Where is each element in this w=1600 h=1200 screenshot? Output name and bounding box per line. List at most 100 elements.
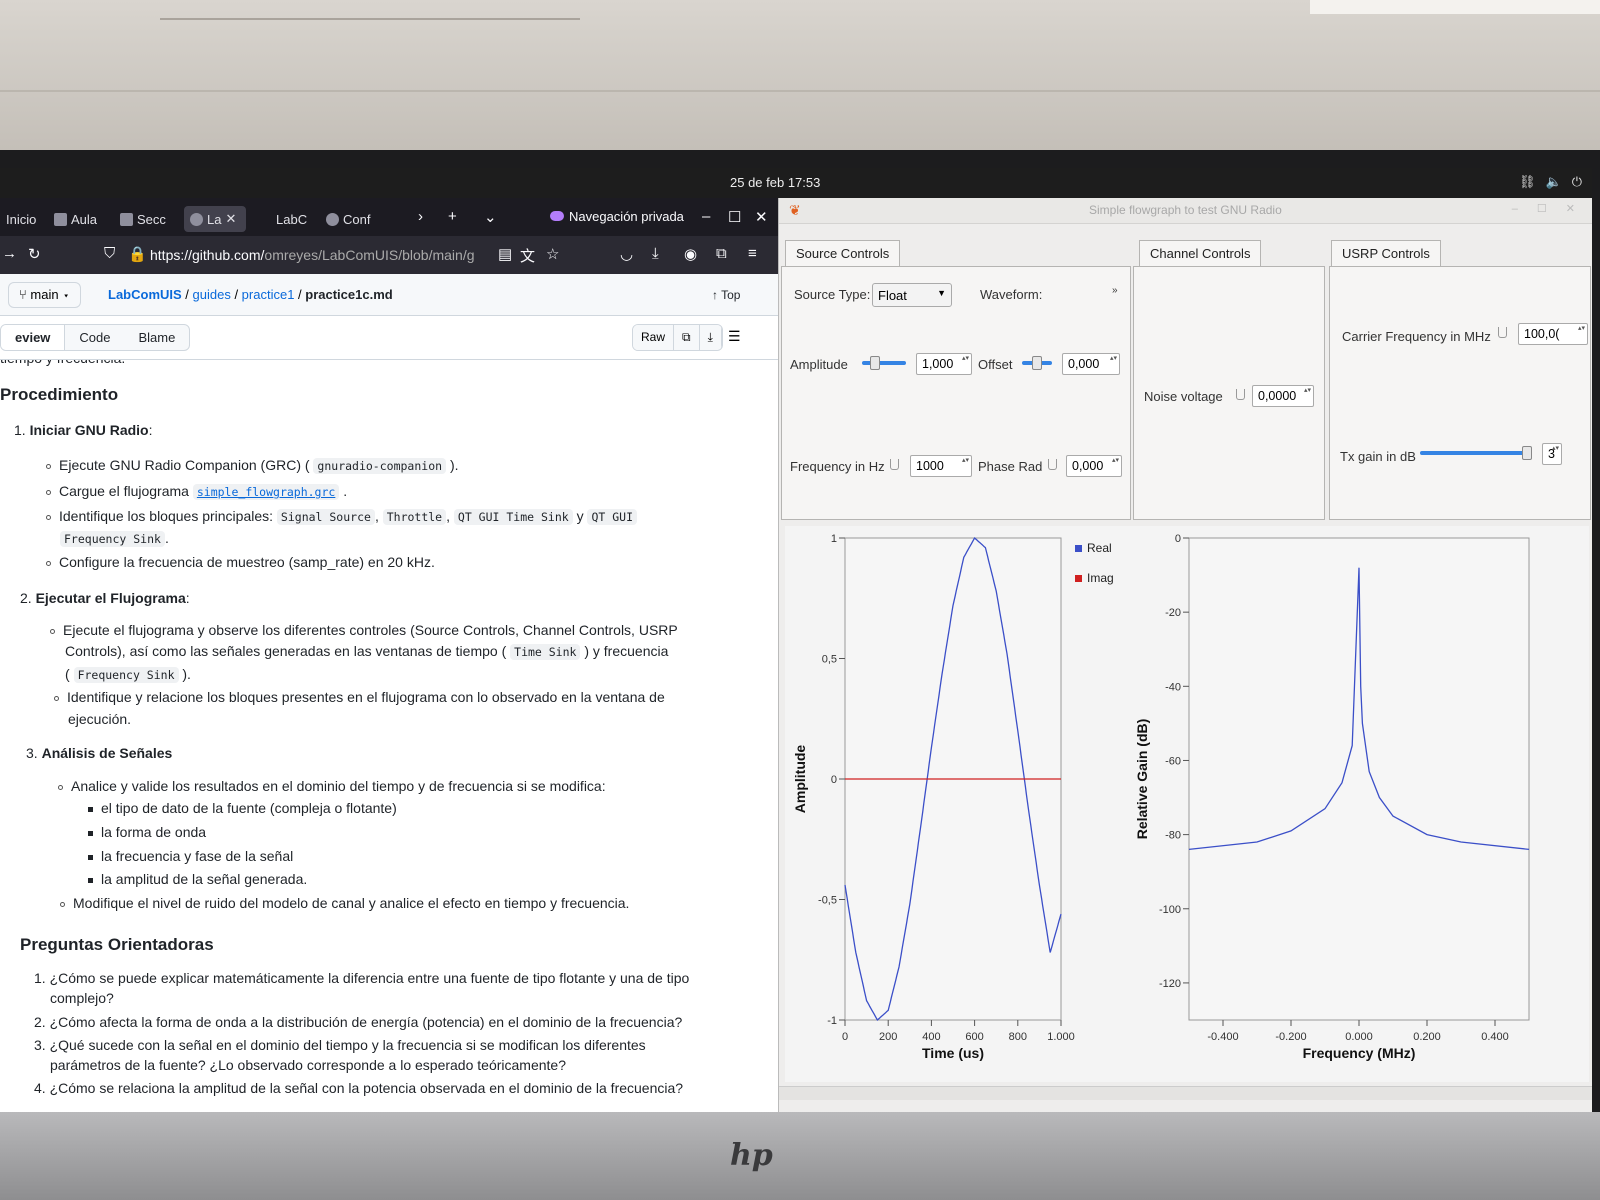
carrier-slider-handle[interactable]	[1498, 327, 1507, 338]
copy-icon[interactable]: ⧉	[674, 325, 700, 350]
branch-selector[interactable]: ⑂ main ▾	[8, 282, 82, 308]
x-axis-label: Time (us)	[922, 1045, 984, 1061]
x-axis-label: Frequency (MHz)	[1303, 1045, 1416, 1061]
tab-channel-controls[interactable]: Channel Controls	[1139, 240, 1262, 266]
gnome-top-bar: 25 de feb 17:53 ⛓ 🔈 ⏻	[0, 168, 1592, 198]
inline-code: Frequency Sink	[73, 667, 179, 683]
tab-secc[interactable]: Secc	[114, 206, 172, 232]
tab-usrp-controls[interactable]: USRP Controls	[1331, 240, 1441, 266]
download-icon[interactable]: ⤓	[699, 325, 722, 350]
tab-label: Conf	[343, 211, 371, 227]
menu-icon[interactable]: ≡	[748, 245, 757, 262]
network-icon[interactable]: ⛓	[1519, 174, 1536, 189]
tx-gain-slider[interactable]	[1420, 446, 1532, 460]
new-tab-icon[interactable]: +	[448, 208, 457, 225]
item-text: el tipo de dato de la fuente (compleja o…	[101, 800, 397, 816]
tab-preview[interactable]: eview	[1, 325, 66, 350]
url-field[interactable]: https://github.com/omreyes/LabComUIS/blo…	[150, 247, 490, 263]
navigation-bar: → ↻ ⛉ 🔒 https://github.com/omreyes/LabCo…	[0, 236, 778, 274]
horizontal-scrollbar[interactable]	[779, 1086, 1592, 1100]
breadcrumb-guides[interactable]: guides	[192, 287, 231, 302]
time-sink-plot[interactable]: 1 0,5 0 -0,5 -1 0 200 400 600 800 1.000 Time (us) Am…	[785, 526, 1131, 1082]
scroll-tabs-icon[interactable]: ›	[418, 208, 423, 225]
item-text: la frecuencia y fase de la señal	[101, 848, 294, 864]
tab-labc[interactable]: LabC	[270, 206, 313, 232]
tab-aula[interactable]: Aula	[48, 206, 103, 232]
breadcrumb-repo[interactable]: LabComUIS	[108, 287, 182, 302]
source-type-label: Source Type:	[794, 287, 871, 302]
outline-icon[interactable]: ☰	[728, 328, 741, 344]
phase-label: Phase Rad	[978, 459, 1043, 474]
system-tray[interactable]: ⛓ 🔈 ⏻	[1519, 174, 1582, 190]
pocket-icon[interactable]: ◡	[620, 246, 634, 263]
maximize-icon[interactable]: ☐	[728, 209, 742, 226]
y-tick-label: 0	[1175, 533, 1181, 545]
noise-voltage-spinbox[interactable]: 0,0000	[1252, 385, 1314, 407]
list-item: Analice y valide los resultados en el do…	[58, 776, 606, 797]
tab-code[interactable]: Code	[79, 330, 111, 345]
slider-knob[interactable]	[1032, 356, 1042, 370]
more-icon[interactable]: »	[1112, 285, 1118, 296]
x-tick-label: 0.000	[1345, 1031, 1373, 1043]
frequency-spinbox[interactable]: 1000	[910, 455, 972, 477]
item-text: Identifique los bloques principales:	[59, 508, 274, 524]
firefox-window: Inicio Aula Secc La ✕ LabC Conf › + ⌄ Nav…	[0, 198, 778, 1112]
extensions-icon[interactable]: ⧉	[716, 245, 727, 262]
github-icon	[190, 212, 203, 226]
question-3: 3. ¿Qué sucede con la señal en el domini…	[34, 1037, 646, 1053]
offset-slider[interactable]	[1022, 356, 1052, 370]
private-mask-icon	[550, 211, 564, 221]
gnuradio-titlebar: ❦ Simple flowgraph to test GNU Radio – ☐…	[779, 198, 1592, 224]
legend-swatch	[1075, 545, 1082, 552]
noise-slider-handle[interactable]	[1236, 389, 1245, 400]
reader-view-icon[interactable]: ▤	[498, 246, 513, 263]
inline-code: gnuradio-companion	[313, 458, 447, 474]
y-tick-label: -20	[1165, 607, 1181, 619]
amplitude-slider[interactable]	[862, 356, 906, 370]
phase-slider-handle[interactable]	[1048, 459, 1057, 470]
source-type-combo[interactable]: Float ▼	[872, 283, 952, 307]
tab-github-active[interactable]: La ✕	[184, 206, 246, 232]
power-icon[interactable]: ⏻	[1571, 174, 1582, 189]
raw-button[interactable]: Raw	[633, 325, 675, 350]
legend-label-real: Real	[1087, 541, 1112, 555]
slider-knob[interactable]	[1522, 446, 1532, 460]
close-tab-icon[interactable]: ✕	[225, 211, 237, 226]
volume-icon[interactable]: 🔈	[1545, 174, 1562, 189]
account-icon[interactable]: ◉	[684, 246, 698, 263]
downloads-icon[interactable]: ⤓	[652, 245, 659, 262]
tab-blame[interactable]: Blame	[138, 330, 176, 345]
bookmark-star-icon[interactable]: ☆	[546, 246, 560, 263]
tab-source-controls[interactable]: Source Controls	[785, 240, 901, 266]
item-text: ).	[449, 457, 459, 473]
minimize-icon[interactable]: –	[702, 208, 711, 225]
reload-icon[interactable]: ↻	[28, 246, 41, 263]
window-controls-icon[interactable]: – ☐ ✕	[1511, 203, 1583, 215]
frequency-sink-plot[interactable]: 0 -20 -40 -60 -80 -100 -120 -0.400 -0.200 0.000 0.…	[1129, 526, 1589, 1082]
top-button[interactable]: ↑ Top	[712, 288, 740, 302]
waveform-label: Waveform:	[980, 287, 1043, 302]
frequency-slider-handle[interactable]	[890, 459, 899, 470]
question-3-continuation: parámetros de la fuente? ¿Lo observado c…	[50, 1057, 566, 1073]
flowgraph-link[interactable]: simple_flowgraph.grc	[192, 484, 340, 500]
lock-icon[interactable]: 🔒	[128, 246, 147, 263]
inline-code: Time Sink	[510, 644, 581, 660]
frequency-label: Frequency in Hz	[790, 459, 885, 474]
tab-inicio[interactable]: Inicio	[0, 206, 42, 232]
heading-procedimiento: Procedimiento	[0, 385, 119, 404]
tab-conf[interactable]: Conf	[320, 206, 376, 232]
tracking-shield-icon[interactable]: ⛉	[104, 245, 116, 262]
markdown-body: tiempo y frecuencia. Procedimiento 1. In…	[0, 360, 778, 1112]
list-tabs-icon[interactable]: ⌄	[484, 209, 497, 226]
tx-gain-spinbox[interactable]: 3	[1542, 443, 1562, 465]
offset-spinbox[interactable]: 0,000	[1062, 353, 1120, 375]
slider-knob[interactable]	[870, 356, 880, 370]
translate-icon[interactable]: 文	[520, 248, 536, 265]
phase-spinbox[interactable]: 0,000	[1066, 455, 1122, 477]
clock[interactable]: 25 de feb 17:53	[730, 175, 821, 190]
carrier-frequency-spinbox[interactable]: 100,0(	[1518, 323, 1588, 345]
amplitude-spinbox[interactable]: 1,000	[916, 353, 972, 375]
close-window-icon[interactable]: ✕	[755, 209, 768, 226]
breadcrumb-practice1[interactable]: practice1	[241, 287, 295, 302]
forward-icon[interactable]: →	[2, 245, 17, 262]
